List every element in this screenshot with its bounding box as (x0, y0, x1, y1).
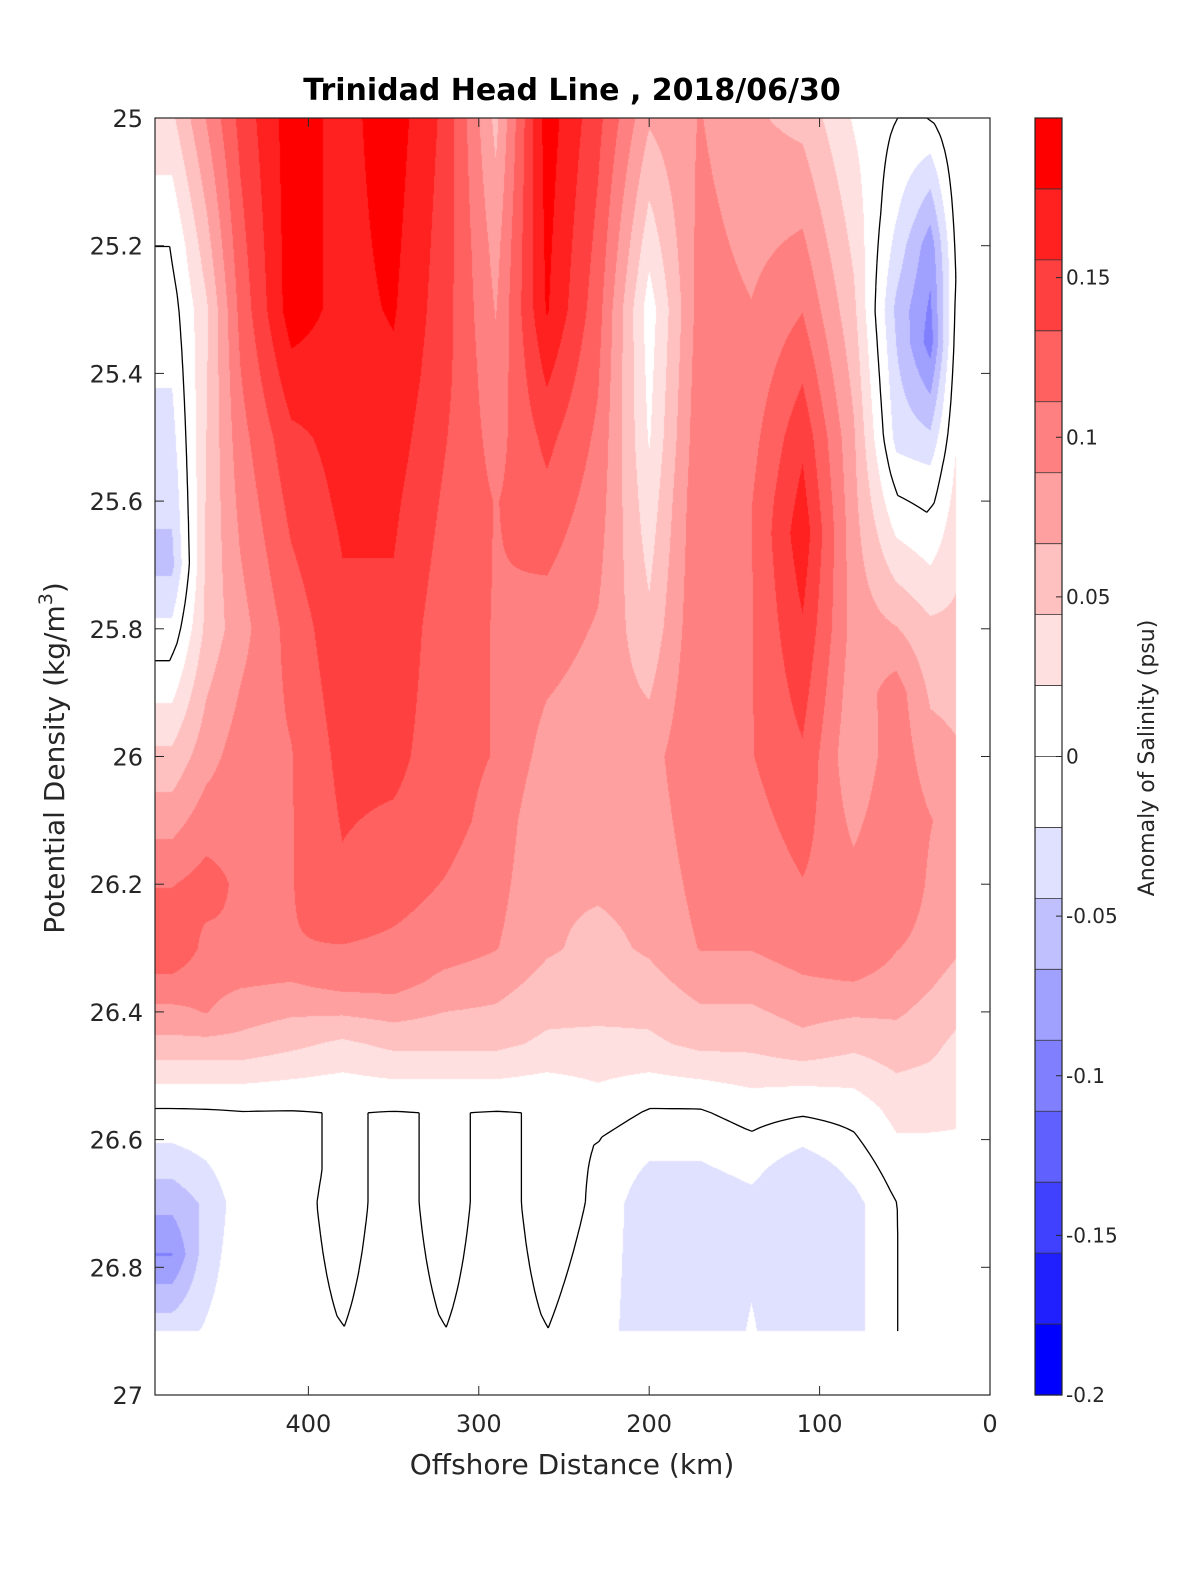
y-tick-label: 26.6 (90, 1127, 143, 1155)
y-axis: 25 25.2 25.4 25.6 25.8 26 26.2 26.4 26.6 26.8 27 (90, 105, 990, 1410)
colorbar-swatch (1035, 685, 1062, 758)
colorbar-swatch (1035, 188, 1062, 261)
colorbar-swatch (1035, 118, 1062, 190)
colorbar-label: Anomaly of Salinity (psu) (1135, 620, 1160, 897)
colorbar-swatch (1035, 1253, 1062, 1325)
y-tick-label: 27 (112, 1382, 143, 1410)
y-axis-label-main: Potential Density (kg/m (38, 605, 71, 934)
chart-title: Trinidad Head Line , 2018/06/30 (303, 73, 840, 108)
colorbar-tick-label: 0.05 (1066, 585, 1111, 609)
colorbar-tick-label: -0.1 (1066, 1064, 1105, 1088)
colorbar-swatch (1035, 1324, 1062, 1396)
y-tick-label: 25 (112, 105, 143, 133)
y-axis-label: Potential Density (kg/m3) (35, 582, 71, 934)
colorbar-swatch (1035, 543, 1062, 616)
zero-contour-lines (155, 117, 957, 1332)
y-tick-label: 25.6 (90, 488, 143, 516)
colorbar-tick-label: -0.05 (1066, 904, 1118, 928)
colorbar-swatch (1035, 1111, 1062, 1183)
y-tick-label: 26 (112, 744, 143, 772)
x-tick-label: 0 (982, 1410, 997, 1438)
x-axis-label: Offshore Distance (km) (410, 1448, 735, 1481)
colorbar-swatch (1035, 1182, 1062, 1254)
y-tick-label: 26.8 (90, 1254, 143, 1282)
y-tick-label: 25.2 (90, 233, 143, 261)
colorbar-tick-label: 0 (1066, 745, 1079, 769)
x-axis: 400 300 200 100 0 (285, 118, 998, 1438)
y-tick-label: 25.4 (90, 360, 143, 388)
contour-plot-area (154, 117, 991, 1396)
colorbar-swatch (1035, 827, 1062, 899)
colorbar-swatch (1035, 756, 1062, 829)
colorbar: 0.15 0.1 0.05 0 -0.05 -0.1 -0.15 -0.2 (1034, 117, 1118, 1407)
x-tick-label: 300 (456, 1410, 502, 1438)
x-tick-label: 100 (797, 1410, 843, 1438)
salinity-anomaly-field (155, 118, 990, 1395)
colorbar-swatch (1035, 259, 1062, 332)
colorbar-swatch (1035, 614, 1062, 687)
y-axis-label-end: ) (38, 582, 71, 593)
colorbar-tick-label: -0.2 (1066, 1383, 1105, 1407)
x-tick-label: 200 (626, 1410, 672, 1438)
colorbar-tick-label: 0.1 (1066, 425, 1098, 449)
zero-contour-path (155, 117, 957, 1332)
y-axis-label-superscript: 3 (35, 593, 57, 605)
y-tick-label: 26.2 (90, 871, 143, 899)
colorbar-swatch (1035, 330, 1062, 403)
y-tick-label: 26.4 (90, 999, 143, 1027)
colorbar-tick-label: 0.15 (1066, 266, 1111, 290)
y-tick-label: 25.8 (90, 616, 143, 644)
colorbar-swatch (1035, 898, 1062, 970)
colorbar-swatch (1035, 472, 1062, 545)
colorbar-tick-label: -0.15 (1066, 1223, 1118, 1247)
x-tick-label: 400 (285, 1410, 331, 1438)
colorbar-swatch (1035, 969, 1062, 1041)
